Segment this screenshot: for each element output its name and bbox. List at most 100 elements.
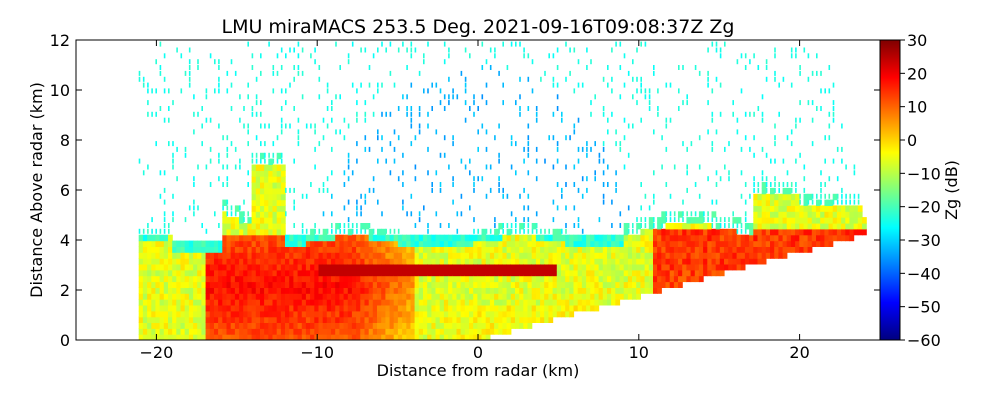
reflectivity-cell <box>469 234 474 242</box>
noise-pixel <box>410 123 413 129</box>
reflectivity-cell <box>719 252 725 259</box>
reflectivity-cell <box>423 322 428 329</box>
reflectivity-cell <box>460 316 466 323</box>
reflectivity-cell <box>159 246 165 253</box>
reflectivity-cell <box>698 275 704 283</box>
reflectivity-cell <box>623 263 629 271</box>
reflectivity-cell <box>147 234 152 242</box>
noise-pixel <box>515 41 517 47</box>
reflectivity-cell <box>155 281 161 288</box>
noise-pixel <box>389 111 392 117</box>
reflectivity-cell <box>155 310 161 318</box>
noise-pixel <box>155 111 157 117</box>
reflectivity-cell <box>740 234 746 242</box>
reflectivity-cell <box>753 223 759 230</box>
reflectivity-cell <box>339 281 345 288</box>
noise-pixel <box>414 176 417 182</box>
reflectivity-cell <box>247 269 253 277</box>
noise-pixel <box>824 88 826 94</box>
reflectivity-cell <box>719 269 725 277</box>
reflectivity-cell <box>439 275 445 283</box>
noise-pixel <box>615 41 617 47</box>
reflectivity-cell <box>230 310 236 318</box>
reflectivity-cell <box>464 252 470 259</box>
reflectivity-cell <box>356 322 361 329</box>
noise-pixel <box>627 205 630 211</box>
reflectivity-cell <box>243 258 248 265</box>
noise-pixel <box>301 228 304 234</box>
reflectivity-cell <box>159 275 165 283</box>
reflectivity-cell <box>260 322 265 329</box>
noise-pixel <box>360 193 362 199</box>
reflectivity-cell <box>535 304 541 312</box>
reflectivity-cell <box>824 199 830 206</box>
reflectivity-cell <box>807 234 813 242</box>
noise-pixel <box>377 129 379 135</box>
reflectivity-cell <box>360 322 366 329</box>
reflectivity-cell <box>669 263 675 271</box>
reflectivity-cell <box>343 287 349 294</box>
reflectivity-cell <box>331 246 336 253</box>
noise-pixel <box>276 70 279 76</box>
reflectivity-cell <box>439 304 445 312</box>
reflectivity-cell <box>740 240 746 247</box>
reflectivity-cell <box>786 240 792 247</box>
noise-pixel <box>527 123 530 129</box>
reflectivity-cell <box>506 228 512 236</box>
reflectivity-cell <box>489 316 495 323</box>
noise-pixel <box>707 211 709 217</box>
reflectivity-cell <box>318 287 324 294</box>
noise-pixel <box>193 176 195 182</box>
noise-pixel <box>694 65 697 70</box>
reflectivity-cell <box>494 234 499 242</box>
reflectivity-cell <box>243 322 248 329</box>
reflectivity-cell <box>548 263 554 271</box>
reflectivity-cell <box>598 281 604 288</box>
noise-pixel <box>418 129 421 135</box>
noise-pixel <box>310 53 312 59</box>
reflectivity-cell <box>151 234 157 242</box>
reflectivity-cell <box>310 263 315 271</box>
reflectivity-cell <box>803 246 809 253</box>
reflectivity-cell <box>251 328 257 335</box>
noise-pixel <box>502 228 504 234</box>
reflectivity-cell <box>268 269 274 277</box>
reflectivity-cell <box>590 258 595 265</box>
reflectivity-cell <box>402 299 407 306</box>
reflectivity-cell <box>594 287 600 294</box>
noise-pixel <box>193 211 195 217</box>
noise-pixel <box>402 199 404 205</box>
reflectivity-cell <box>456 316 462 323</box>
noise-pixel <box>147 88 149 94</box>
reflectivity-cell <box>632 275 637 283</box>
noise-pixel <box>836 199 839 205</box>
reflectivity-cell <box>385 240 391 247</box>
reflectivity-cell <box>561 275 566 283</box>
reflectivity-cell <box>310 316 315 323</box>
reflectivity-cell <box>310 240 315 247</box>
reflectivity-cell <box>527 246 533 253</box>
reflectivity-cell <box>260 310 265 318</box>
reflectivity-cell <box>222 304 228 312</box>
reflectivity-cell <box>460 328 466 335</box>
reflectivity-cell <box>828 234 834 242</box>
reflectivity-cell <box>665 246 671 253</box>
noise-pixel <box>172 193 174 199</box>
reflectivity-cell <box>619 246 625 253</box>
reflectivity-cell <box>197 316 202 323</box>
noise-pixel <box>372 111 375 117</box>
reflectivity-cell <box>151 304 157 312</box>
reflectivity-cell <box>853 223 859 230</box>
reflectivity-cell <box>694 228 700 236</box>
reflectivity-cell <box>510 240 516 247</box>
reflectivity-cell <box>335 322 340 329</box>
reflectivity-cell <box>418 304 424 312</box>
noise-pixel <box>176 146 178 152</box>
reflectivity-cell <box>627 281 633 288</box>
reflectivity-cell <box>201 299 207 306</box>
reflectivity-cell <box>343 246 349 253</box>
reflectivity-cell <box>168 334 173 340</box>
reflectivity-cell <box>188 299 194 306</box>
reflectivity-cell <box>276 205 282 212</box>
noise-pixel <box>552 111 555 117</box>
